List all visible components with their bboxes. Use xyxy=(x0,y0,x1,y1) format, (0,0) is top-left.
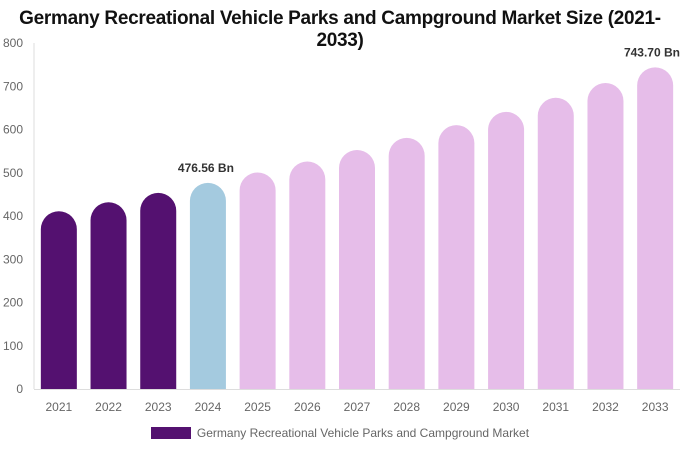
x-tick-label: 2032 xyxy=(592,400,619,414)
chart-title: Germany Recreational Vehicle Parks and C… xyxy=(19,8,661,51)
y-tick-label: 200 xyxy=(3,296,23,310)
y-tick-label: 100 xyxy=(3,339,23,353)
x-tick-label: 2024 xyxy=(195,400,222,414)
x-tick-label: 2030 xyxy=(493,400,520,414)
bar-2023 xyxy=(140,192,177,389)
y-tick-label: 800 xyxy=(3,36,23,50)
y-tick-label: 700 xyxy=(3,79,23,93)
y-tick-label: 300 xyxy=(3,252,23,266)
x-tick-label: 2025 xyxy=(244,400,271,414)
data-label-2024: 476.56 Bn xyxy=(178,161,234,175)
bar-2028 xyxy=(388,137,425,389)
y-tick-label: 500 xyxy=(3,166,23,180)
bar-2021 xyxy=(40,211,77,389)
legend-label: Germany Recreational Vehicle Parks and C… xyxy=(196,426,530,440)
bar-2022 xyxy=(90,202,127,389)
x-tick-label: 2021 xyxy=(45,400,72,414)
legend-swatch xyxy=(150,427,191,439)
legend: Germany Recreational Vehicle Parks and C… xyxy=(0,426,680,440)
x-tick-label: 2028 xyxy=(393,400,420,414)
x-tick-label: 2033 xyxy=(642,400,669,414)
x-tick-label: 2029 xyxy=(443,400,470,414)
x-tick-label: 2022 xyxy=(95,400,122,414)
bar-2031 xyxy=(537,97,574,389)
data-label-2033: 743.70 Bn xyxy=(624,45,680,59)
bar-2026 xyxy=(289,161,326,389)
x-tick-label: 2023 xyxy=(145,400,172,414)
bar-2029 xyxy=(438,125,475,390)
y-tick-label: 600 xyxy=(3,123,23,137)
y-tick-label: 0 xyxy=(16,382,23,396)
y-tick-label: 400 xyxy=(3,209,23,223)
x-tick-label: 2026 xyxy=(294,400,321,414)
bar-2033 xyxy=(637,67,674,390)
bar-2032 xyxy=(587,83,624,389)
x-tick-label: 2031 xyxy=(542,400,569,414)
bar-2030 xyxy=(488,111,525,389)
bar-2024 xyxy=(189,182,226,389)
x-tick-label: 2027 xyxy=(344,400,371,414)
bar-2027 xyxy=(339,150,375,389)
bar-2025 xyxy=(239,172,276,389)
